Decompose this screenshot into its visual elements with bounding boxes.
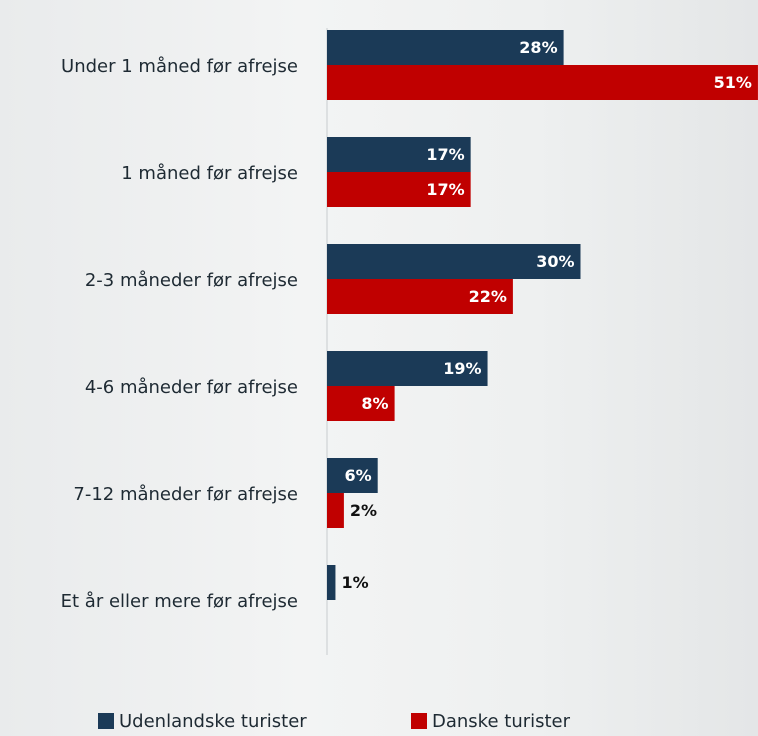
bar — [327, 30, 564, 65]
bar — [327, 386, 395, 421]
category-label: Et år eller mere før afrejse — [61, 591, 298, 612]
value-label: 2% — [350, 501, 377, 520]
bar — [327, 458, 378, 493]
legend-label: Danske turister — [432, 711, 571, 732]
bar — [327, 493, 344, 528]
category-label: 4-6 måneder før afrejse — [85, 377, 298, 398]
legend-swatch — [411, 713, 427, 729]
category-label: 7-12 måneder før afrejse — [73, 484, 298, 505]
value-label: 51% — [714, 73, 752, 92]
value-label: 1% — [341, 573, 368, 592]
bar — [327, 279, 513, 314]
value-label: 19% — [443, 359, 481, 378]
legend-swatch — [98, 713, 114, 729]
bar — [327, 244, 581, 279]
value-label: 30% — [536, 252, 574, 271]
value-label: 22% — [469, 287, 507, 306]
bar — [327, 172, 471, 207]
value-label: 17% — [426, 180, 464, 199]
value-label: 6% — [345, 466, 372, 485]
category-label: Under 1 måned før afrejse — [61, 56, 298, 77]
bar — [327, 565, 336, 600]
value-label: 28% — [519, 38, 557, 57]
value-label: 8% — [361, 394, 388, 413]
legend-label: Udenlandske turister — [119, 711, 307, 732]
bar — [327, 137, 471, 172]
category-label: 1 måned før afrejse — [121, 163, 298, 184]
bar — [327, 65, 758, 100]
bar — [327, 351, 488, 386]
category-label: 2-3 måneder før afrejse — [85, 270, 298, 291]
value-label: 17% — [426, 145, 464, 164]
